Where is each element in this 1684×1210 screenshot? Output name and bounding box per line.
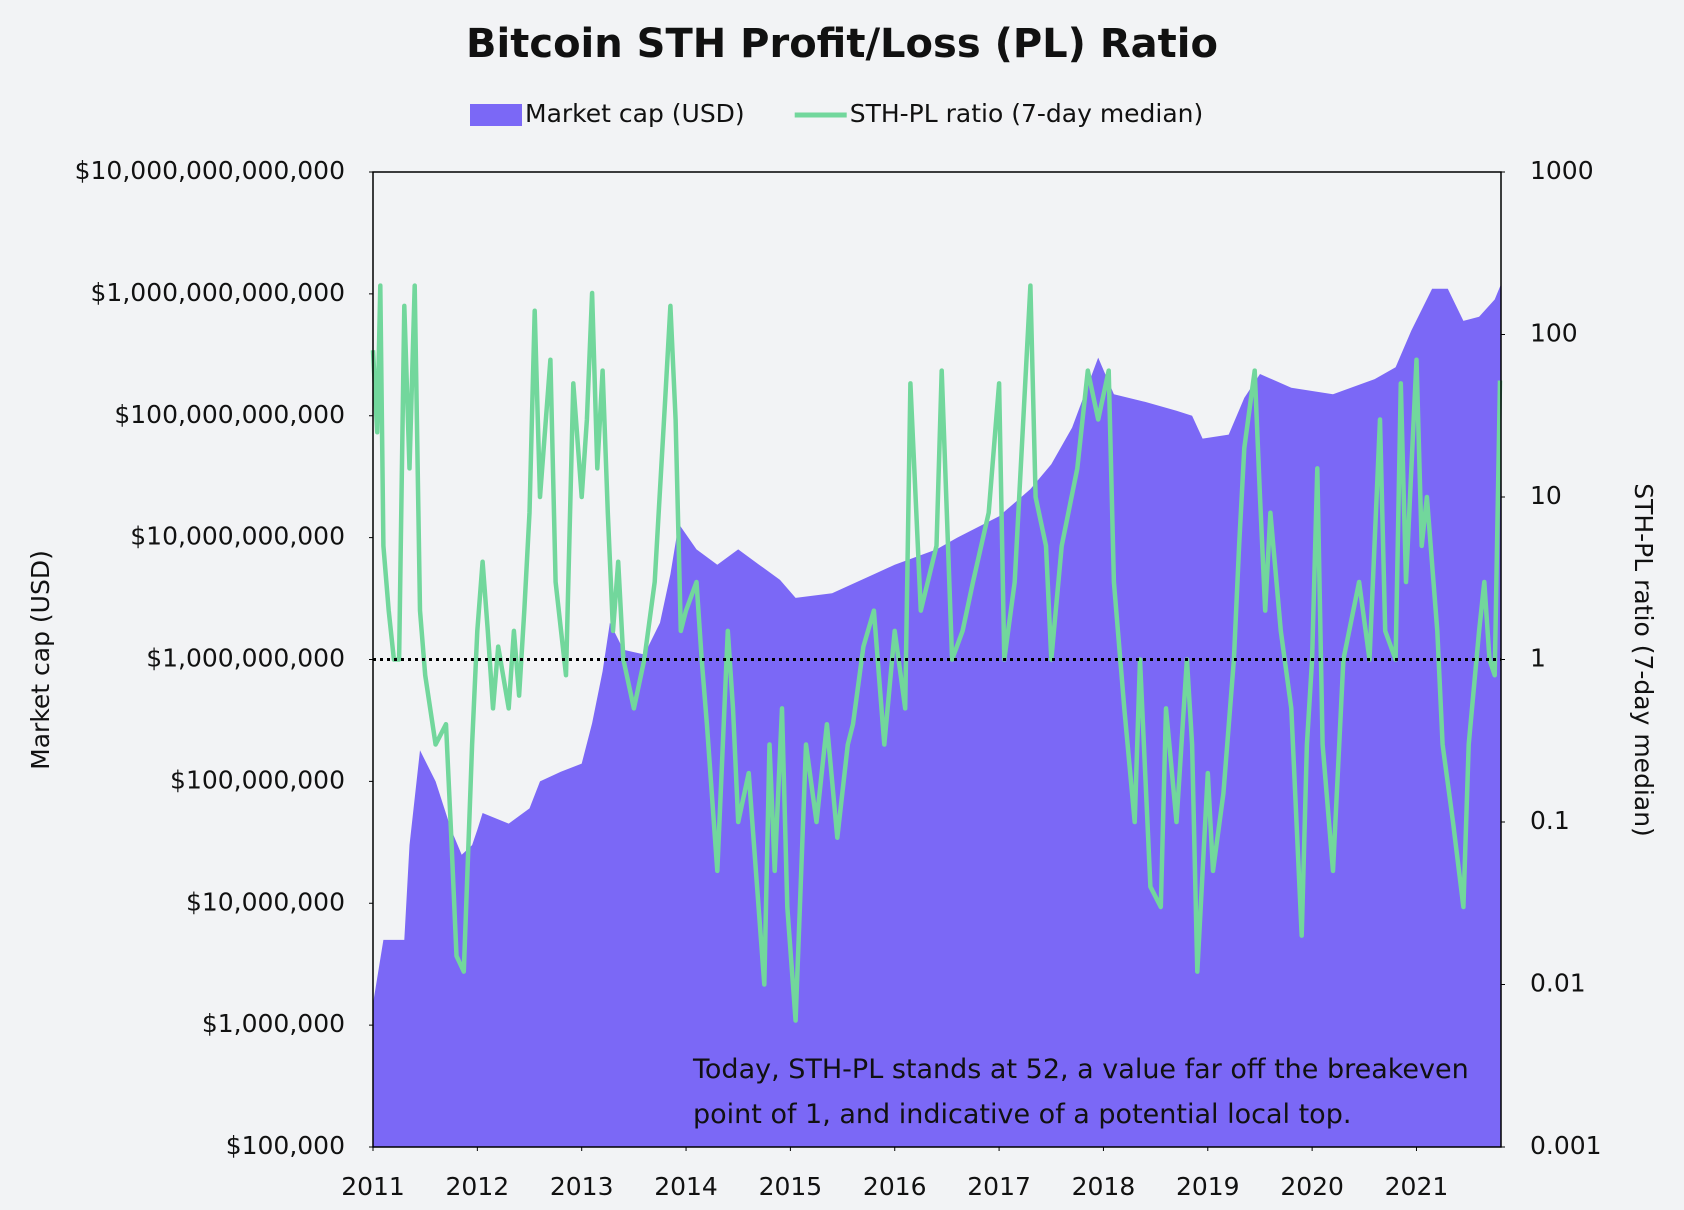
market-cap-area bbox=[373, 284, 1501, 1147]
y-tick-label: $100,000,000,000 bbox=[114, 400, 345, 429]
y-tick-label: $1,000,000,000,000 bbox=[91, 278, 345, 307]
y2-tick-label: 10 bbox=[1530, 481, 1562, 510]
x-tick-label: 2014 bbox=[654, 1172, 718, 1201]
x-tick-label: 2012 bbox=[446, 1172, 510, 1201]
y-tick-label: $100,000,000 bbox=[170, 765, 345, 794]
legend-item: STH-PL ratio (7-day median) bbox=[794, 99, 1204, 128]
y2-tick-label: 1000 bbox=[1530, 156, 1594, 185]
x-tick-label: 2013 bbox=[550, 1172, 614, 1201]
legend-label: STH-PL ratio (7-day median) bbox=[850, 99, 1204, 128]
x-tick-label: 2015 bbox=[759, 1172, 823, 1201]
y-tick-label: $10,000,000,000,000 bbox=[75, 156, 345, 185]
plot-frame bbox=[372, 171, 1502, 1148]
y2-tick-label: 0.001 bbox=[1530, 1131, 1602, 1160]
sth-pl-line bbox=[370, 283, 1503, 1023]
x-tick-label: 2017 bbox=[967, 1172, 1031, 1201]
legend-swatch bbox=[470, 104, 522, 126]
y2-tick-label: 100 bbox=[1530, 319, 1578, 348]
y-tick-label: $10,000,000,000 bbox=[130, 522, 345, 551]
annotation: Today, STH-PL stands at 52, a value far … bbox=[693, 1054, 1469, 1130]
x-tick-label: 2020 bbox=[1280, 1172, 1344, 1201]
y-tick-label: $10,000,000 bbox=[186, 887, 345, 916]
x-tick-label: 2019 bbox=[1176, 1172, 1240, 1201]
x-tick-label: 2011 bbox=[341, 1172, 405, 1201]
x-tick-label: 2018 bbox=[1072, 1172, 1136, 1201]
y-axis-title: Market cap (USD) bbox=[26, 550, 55, 770]
chart-title: Bitcoin STH Profit/Loss (PL) Ratio bbox=[466, 21, 1218, 67]
legend-item: Market cap (USD) bbox=[470, 99, 745, 128]
y-tick-label: $100,000 bbox=[226, 1131, 345, 1160]
y-tick-label: $1,000,000 bbox=[202, 1009, 345, 1038]
y2-tick-label: 0.01 bbox=[1530, 969, 1586, 998]
y-tick-label: $1,000,000,000 bbox=[146, 644, 345, 673]
x-tick-label: 2021 bbox=[1385, 1172, 1449, 1201]
legend-label: Market cap (USD) bbox=[525, 99, 745, 128]
y2-tick-label: 0.1 bbox=[1530, 806, 1570, 835]
y2-tick-label: 1 bbox=[1530, 644, 1546, 673]
y2-axis-title: STH-PL ratio (7-day median) bbox=[1629, 483, 1658, 837]
x-tick-label: 2016 bbox=[863, 1172, 927, 1201]
